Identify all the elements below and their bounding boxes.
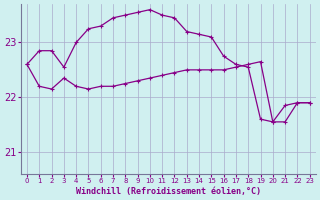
X-axis label: Windchill (Refroidissement éolien,°C): Windchill (Refroidissement éolien,°C) [76,187,261,196]
